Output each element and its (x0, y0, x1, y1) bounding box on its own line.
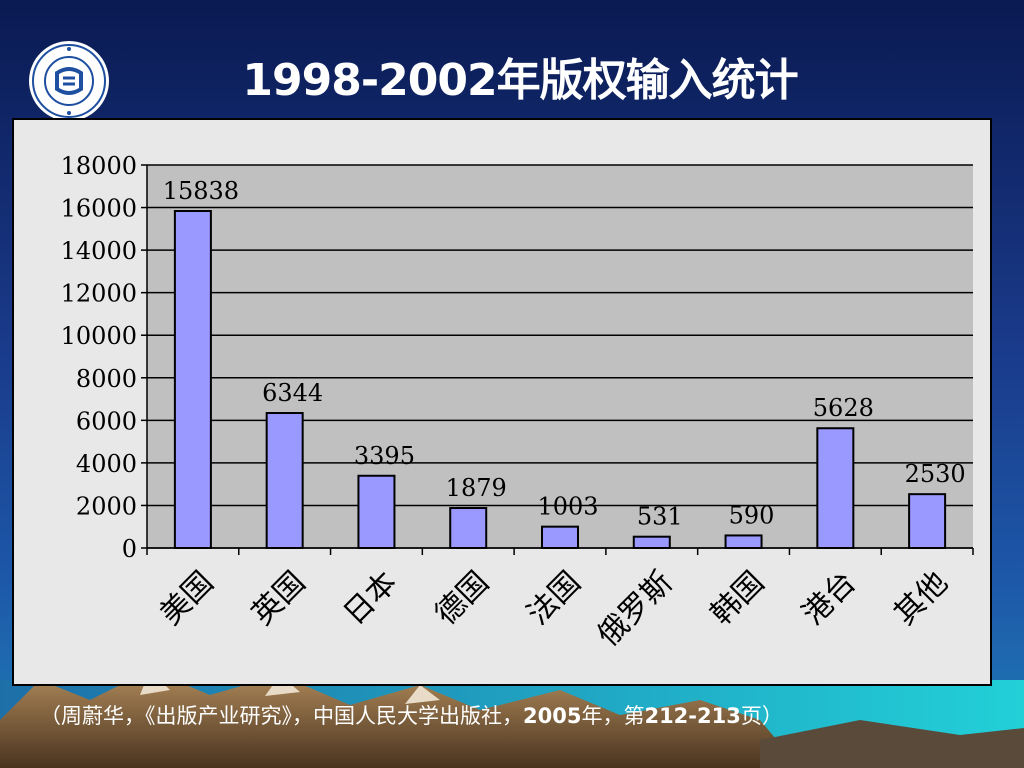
y-tick-label: 0 (122, 535, 137, 563)
x-tick-label: 英国 (245, 565, 312, 632)
x-tick-label: 日本 (337, 565, 404, 632)
bar-value-label: 590 (729, 501, 775, 529)
y-tick-label: 6000 (76, 407, 137, 435)
university-seal-icon (29, 41, 109, 121)
bar (541, 525, 579, 549)
x-tick-label: 法国 (520, 565, 587, 632)
citation-source: （周蔚华，《出版产业研究》，中国人民大学出版社， (40, 704, 523, 728)
bar (724, 534, 763, 549)
y-tick-label: 2000 (76, 492, 137, 520)
bar-value-label: 5628 (813, 394, 874, 422)
y-tick-label: 8000 (76, 365, 137, 393)
bar-value-label: 531 (637, 503, 683, 531)
bar-value-label: 2530 (905, 460, 966, 488)
y-tick-label: 16000 (61, 195, 137, 223)
bar (173, 210, 212, 549)
slide-title: 1998-2002年版权输入统计 (242, 55, 798, 106)
bar-value-label: 15838 (163, 177, 239, 205)
citation-pages: 212-213 (644, 704, 741, 728)
x-tick-label: 美国 (153, 565, 220, 632)
y-tick-label: 14000 (61, 237, 137, 265)
citation-page-prefix: 年，第 (581, 704, 645, 728)
x-tick-label: 港台 (796, 565, 863, 632)
bar-value-label: 3395 (354, 442, 415, 470)
bar-value-label: 6344 (262, 379, 323, 407)
y-tick-label: 4000 (76, 450, 137, 478)
bar (816, 427, 855, 549)
x-tick-label: 德国 (429, 565, 496, 632)
bar (449, 507, 488, 549)
bar-chart: 0 2000 4000 6000 8000 10000 12000 14000 16000 180… (61, 152, 974, 653)
bar (265, 412, 304, 549)
x-tick-label: 其他 (888, 565, 955, 632)
bar (908, 493, 947, 550)
citation: （周蔚华，《出版产业研究》，中国人民大学出版社，2005年，第212-213页） (40, 700, 1000, 730)
x-tick-label: 俄罗斯 (591, 565, 679, 653)
y-tick-label: 18000 (61, 152, 137, 180)
bar-value-label: 1003 (537, 493, 598, 521)
x-tick-label: 韩国 (704, 565, 771, 632)
chart-panel: 0 2000 4000 6000 8000 10000 12000 14000 16000 180… (12, 118, 992, 686)
citation-year: 2005 (523, 704, 582, 728)
citation-page-suffix: 页） (740, 704, 783, 728)
y-tick-label: 10000 (61, 322, 137, 350)
y-tick-label: 12000 (61, 280, 137, 308)
bar (632, 535, 671, 550)
bar-value-label: 1879 (446, 474, 507, 502)
bar (357, 474, 396, 549)
mountain-backdrop (0, 670, 1024, 768)
